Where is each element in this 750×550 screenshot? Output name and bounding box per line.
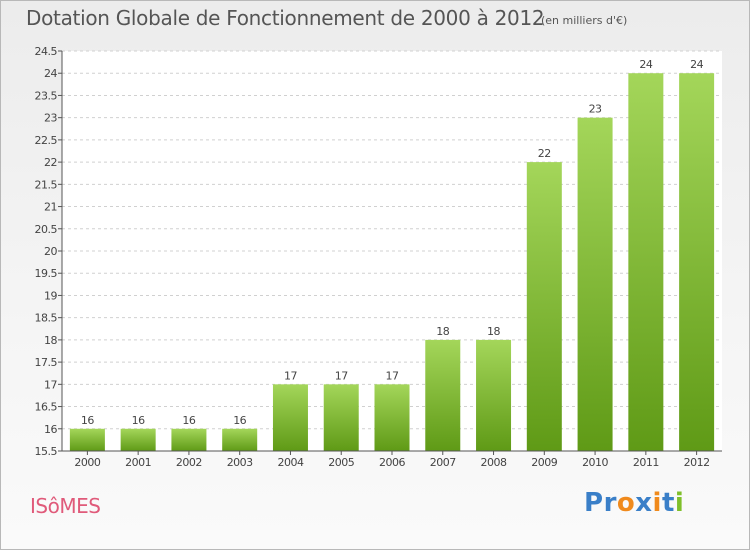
data-label: 24 <box>639 58 652 71</box>
y-tick-label: 20 <box>44 245 57 258</box>
data-label: 22 <box>538 147 551 160</box>
logo-letter: r <box>603 488 617 518</box>
data-label: 23 <box>589 103 602 116</box>
bar <box>222 428 258 451</box>
bar <box>374 384 410 451</box>
data-label: 16 <box>132 414 145 427</box>
place-name: ISôMES <box>30 494 101 518</box>
x-tick-label: 2009 <box>531 456 557 469</box>
bar <box>679 73 715 451</box>
bar <box>120 428 156 451</box>
bar <box>425 339 461 451</box>
bar <box>577 117 613 452</box>
data-label: 18 <box>487 325 500 338</box>
bar <box>628 73 664 451</box>
x-tick-label: 2003 <box>227 456 253 469</box>
chart-title: Dotation Globale de Fonctionnement de 20… <box>26 6 545 30</box>
data-label: 16 <box>81 414 94 427</box>
x-tick-label: 2012 <box>684 456 710 469</box>
x-tick-label: 2001 <box>125 456 151 469</box>
y-tick-label: 21.5 <box>35 178 58 191</box>
y-tick-label: 18 <box>44 334 57 347</box>
data-label: 17 <box>335 369 348 382</box>
y-tick-label: 17 <box>44 378 57 391</box>
y-tick-label: 19 <box>44 289 57 302</box>
y-tick-label: 22 <box>44 156 57 169</box>
y-tick-label: 15.5 <box>35 445 58 458</box>
bar <box>476 339 512 451</box>
data-label: 16 <box>233 414 246 427</box>
chart-unit: (en milliers d'€) <box>541 14 628 27</box>
logo-letter: o <box>616 488 636 518</box>
logo-letter: i <box>652 488 662 518</box>
x-tick-label: 2006 <box>379 456 405 469</box>
y-tick-label: 19.5 <box>35 267 58 280</box>
x-tick-label: 2005 <box>328 456 354 469</box>
logo-letter: t <box>661 488 675 518</box>
data-label: 17 <box>386 369 399 382</box>
y-tick-label: 17.5 <box>35 356 58 369</box>
logo-letter: i <box>674 488 685 518</box>
data-label: 24 <box>690 58 703 71</box>
bar <box>272 384 308 451</box>
logo-letter: x <box>635 488 653 518</box>
y-tick-label: 23 <box>44 112 57 125</box>
logo-letter: P <box>584 488 604 518</box>
bar <box>526 162 562 451</box>
data-label: 17 <box>284 369 297 382</box>
data-label: 16 <box>182 414 195 427</box>
y-tick-label: 16 <box>44 423 57 436</box>
y-tick-label: 24.5 <box>35 45 58 58</box>
y-tick-label: 21 <box>44 201 57 214</box>
x-tick-label: 2000 <box>74 456 100 469</box>
bar <box>69 428 105 451</box>
y-tick-label: 18.5 <box>35 312 58 325</box>
y-tick-label: 20.5 <box>35 223 58 236</box>
x-tick-label: 2004 <box>277 456 303 469</box>
x-tick-label: 2007 <box>430 456 456 469</box>
data-label: 18 <box>436 325 449 338</box>
proxiti-logo: Proxiti <box>584 488 684 518</box>
y-tick-label: 16.5 <box>35 401 58 414</box>
y-tick-label: 24 <box>44 67 57 80</box>
y-tick-label: 22.5 <box>35 134 58 147</box>
y-tick-label: 23.5 <box>35 89 58 102</box>
bar <box>171 428 207 451</box>
x-tick-label: 2011 <box>633 456 659 469</box>
x-tick-label: 2010 <box>582 456 608 469</box>
x-tick-label: 2002 <box>176 456 202 469</box>
x-tick-label: 2008 <box>481 456 507 469</box>
bar <box>323 384 359 451</box>
